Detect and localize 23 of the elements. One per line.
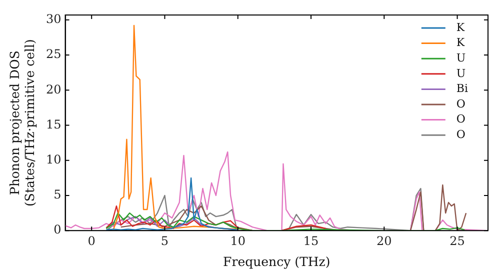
y-tick-label: 0 xyxy=(54,222,62,237)
x-tick-label: 25 xyxy=(450,234,465,248)
x-tick-label: 5 xyxy=(160,234,169,248)
y-axis-title: Phonon projected DOS (States/THz·primitive cell) xyxy=(6,39,37,206)
legend-label: O xyxy=(456,128,466,141)
x-tick-label: 20 xyxy=(376,234,392,248)
legend-label: U xyxy=(456,66,466,80)
legend-label: K xyxy=(456,36,466,50)
x-tick-label: 0 xyxy=(88,234,96,248)
y-tick-label: 15 xyxy=(46,117,62,132)
y-tick-label: 10 xyxy=(46,152,62,166)
legend-label: Bi xyxy=(456,82,468,96)
legend-label: K xyxy=(456,20,466,34)
x-axis-title: Frequency (THz) xyxy=(223,254,330,269)
y-tick-label: 25 xyxy=(46,47,62,62)
x-tick-label: 10 xyxy=(230,234,246,248)
y-tick-label: 30 xyxy=(46,12,62,26)
legend-label: O xyxy=(456,97,466,110)
legend-label: O xyxy=(456,112,466,126)
legend-label: U xyxy=(456,51,466,64)
y-tick-label: 20 xyxy=(46,82,62,96)
x-tick-label: 15 xyxy=(303,234,319,248)
y-tick-label: 5 xyxy=(54,188,62,202)
